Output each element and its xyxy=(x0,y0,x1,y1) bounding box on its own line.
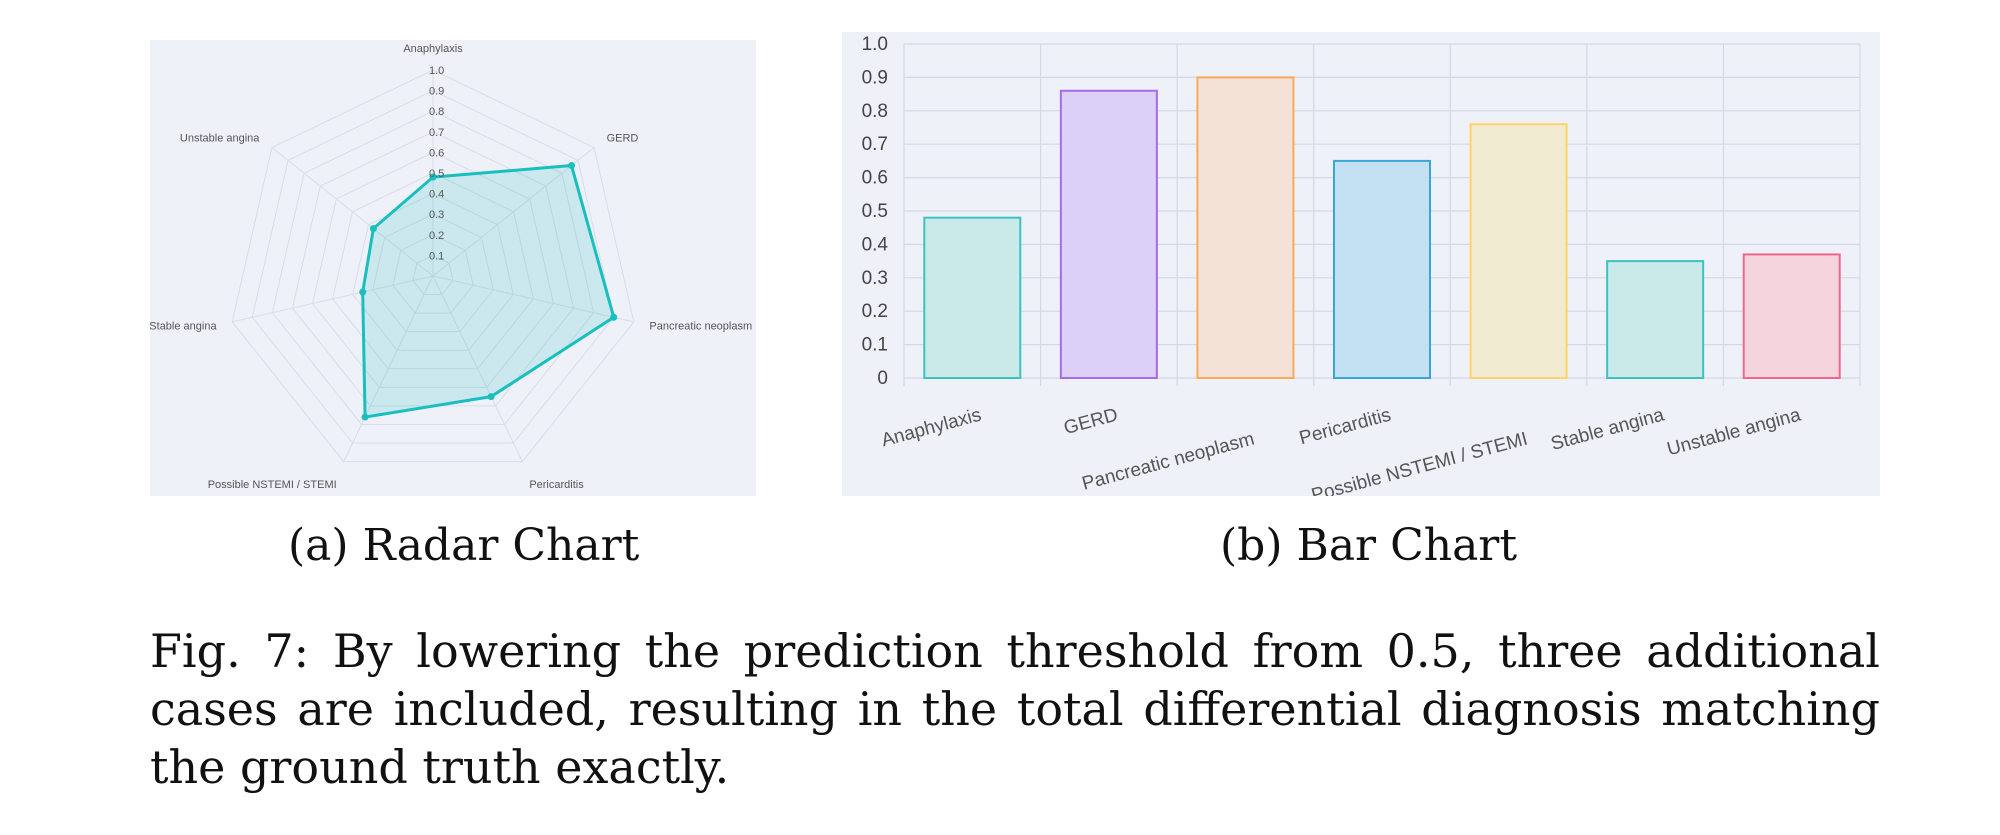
bar-y-tick-label: 0.7 xyxy=(862,134,888,155)
radar-tick-label: 1.0 xyxy=(429,65,444,77)
radar-tick-label: 0.1 xyxy=(429,250,444,262)
bar-y-tick-label: 0.3 xyxy=(862,268,888,289)
radar-axis-label-pancreatic-neoplasm: Pancreatic neoplasm xyxy=(649,320,752,332)
radar-grid-ring xyxy=(271,110,595,425)
radar-subcaption: (a) Radar Chart xyxy=(288,520,640,571)
radar-spoke xyxy=(432,275,634,323)
radar-grid xyxy=(231,69,635,463)
radar-axis-label-unstable-angina: Unstable angina xyxy=(180,133,260,145)
radar-axis-label-possible-nstemi-stemi: Possible NSTEMI / STEMI xyxy=(208,479,337,491)
radar-grid-ring xyxy=(392,234,474,314)
bar-y-tick-label: 0.9 xyxy=(862,67,888,88)
bar-pericarditis xyxy=(1333,159,1431,379)
radar-point-unstable-angina xyxy=(369,224,377,232)
bar-marks xyxy=(923,76,1841,380)
bar-chart: 00.10.20.30.40.50.60.70.80.91.0Anaphylax… xyxy=(842,32,1880,496)
radar-grid-ring xyxy=(332,172,534,370)
radar-axis-label-anaphylaxis: Anaphylaxis xyxy=(403,43,463,55)
radar-series xyxy=(359,162,618,421)
radar-axis-label-stable-angina: Stable angina xyxy=(150,320,217,332)
radar-tick-label: 0.5 xyxy=(429,168,444,180)
radar-spoke xyxy=(343,275,434,462)
radar-grid-ring xyxy=(311,151,555,388)
radar-grid-ring xyxy=(352,193,514,351)
bar-y-tick-label: 0.4 xyxy=(862,234,889,255)
radar-tick-label: 0.4 xyxy=(429,189,444,201)
radar-spoke xyxy=(271,147,434,277)
radar-point-possible-nstemi-stemi xyxy=(361,413,369,421)
radar-tick-label: 0.8 xyxy=(429,106,444,118)
radar-series-area xyxy=(361,164,616,419)
radar-grid-ring xyxy=(251,90,615,444)
radar-spoke xyxy=(232,275,434,323)
bar-unstable-angina xyxy=(1742,253,1841,379)
radar-point-pericarditis xyxy=(487,393,495,401)
radar-grid-ring xyxy=(372,213,494,333)
figure-caption: Fig. 7: By lowering the prediction thres… xyxy=(150,624,1880,794)
bar-y-tick-label: 0.2 xyxy=(862,301,888,322)
radar-labels: 0.1 0.2 0.3 0.4 0.5 0.6 0.7 0.8 0.9 1.0 Anaphylaxi… xyxy=(150,43,752,491)
radar-point-pancreatic-neoplasm xyxy=(610,313,618,321)
radar-spoke xyxy=(432,147,595,277)
bar-y-tick-label: 1.0 xyxy=(862,34,888,55)
bar-possible-nstemi-stemi xyxy=(1469,123,1568,379)
bar-gerd xyxy=(1059,89,1158,379)
bar-y-tick-label: 0.5 xyxy=(862,201,888,222)
bar-stable-angina xyxy=(1606,260,1705,380)
bar-y-tick-label: 0.6 xyxy=(862,168,888,189)
radar-tick-label: 0.3 xyxy=(429,209,444,221)
bar-pancreatic-neoplasm xyxy=(1196,76,1295,380)
radar-grid-ring xyxy=(231,69,635,463)
bar-subcaption: (b) Bar Chart xyxy=(1220,520,1518,571)
bar-y-tick-label: 0.1 xyxy=(862,335,888,356)
radar-tick-label: 0.9 xyxy=(429,86,444,98)
radar-tick-label: 0.2 xyxy=(429,230,444,242)
radar-tick-label: 0.6 xyxy=(429,147,444,159)
radar-point-anaphylaxis xyxy=(429,173,437,181)
radar-spoke xyxy=(432,275,523,462)
radar-point-stable-angina xyxy=(359,288,367,296)
radar-axis-label-gerd: GERD xyxy=(607,133,639,145)
radar-grid-ring xyxy=(412,254,454,296)
radar-point-gerd xyxy=(568,162,576,170)
radar-axis-label-pericarditis: Pericarditis xyxy=(529,479,584,491)
radar-background xyxy=(150,40,756,496)
bar-y-tick-label: 0 xyxy=(877,368,888,389)
bar-anaphylaxis xyxy=(923,216,1022,379)
radar-chart: 0.1 0.2 0.3 0.4 0.5 0.6 0.7 0.8 0.9 1.0 Anaphylaxi… xyxy=(150,40,756,496)
bar-y-tick-label: 0.8 xyxy=(862,101,888,122)
radar-tick-label: 0.7 xyxy=(429,127,444,139)
